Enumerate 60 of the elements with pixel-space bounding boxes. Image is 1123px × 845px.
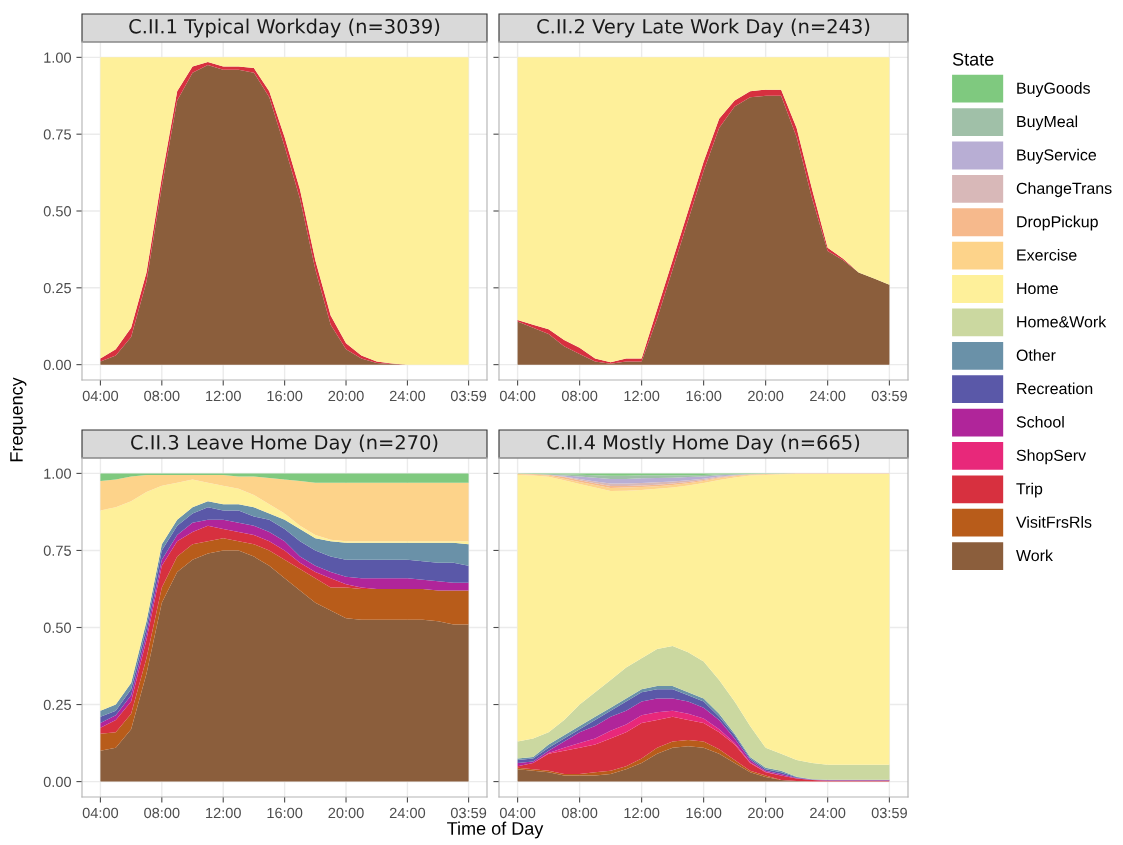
x-tick-label: 08:00 <box>144 390 180 402</box>
x-tick-label: 16:00 <box>686 807 722 819</box>
legend-label: Recreation <box>1017 382 1093 395</box>
y-tick-label: 0.00 <box>43 359 72 371</box>
legend-label: Home <box>1017 282 1058 295</box>
x-tick-label: 20:00 <box>748 390 784 402</box>
chart-title: C.II.1 Typical Workday (n=3039) <box>129 18 440 38</box>
x-tick-label: 12:00 <box>206 390 241 402</box>
legend-label: BuyService <box>1017 148 1097 164</box>
y-tick-label: 0.00 <box>43 776 72 788</box>
y-tick-label: 0.75 <box>43 545 71 556</box>
x-tick-label: 24:00 <box>389 807 426 819</box>
chart-title: C.II.4 Mostly Home Day (n=665) <box>547 434 860 454</box>
x-tick-label: 04:00 <box>82 390 119 402</box>
y-tick-label: 1.00 <box>44 468 72 479</box>
x-tick-label: 08:00 <box>561 807 598 819</box>
legend-label: Home&Work <box>1017 315 1107 328</box>
legend-label: Other <box>1016 349 1056 361</box>
x-tick-label: 24:00 <box>389 390 426 402</box>
legend-label: ShopServ <box>1016 449 1087 465</box>
chart-title: C.II.3 Leave Home Day (n=270) <box>131 434 438 454</box>
legend-label: Trip <box>1016 482 1043 498</box>
legend-label: BuyGoods <box>1017 82 1090 97</box>
x-tick-label: 24:00 <box>810 807 846 819</box>
x-tick-label: 20:00 <box>328 390 364 402</box>
x-tick-label: 24:00 <box>810 390 846 402</box>
legend-label: Work <box>1016 549 1053 562</box>
x-tick-label: 12:00 <box>206 807 241 819</box>
legend-label: Exercise <box>1017 249 1077 261</box>
y-tick-label: 0.25 <box>43 699 71 710</box>
legend-label: School <box>1016 415 1064 428</box>
chart-title: C.II.2 Very Late Work Day (n=243) <box>537 18 870 38</box>
x-tick-label: 04:00 <box>499 390 536 402</box>
legend-label: BuyMeal <box>1017 115 1078 131</box>
x-tick-label: 03:59 <box>450 807 487 819</box>
x-tick-label: 03:59 <box>871 807 907 819</box>
x-tick-label: 04:00 <box>82 807 119 819</box>
x-tick-label: 03:59 <box>871 390 907 402</box>
legend-label: VisitFrsRls <box>1016 516 1092 528</box>
legend-label: ChangeTrans <box>1016 182 1112 198</box>
x-axis-title: Time of Day <box>447 821 544 839</box>
y-tick-label: 1.00 <box>44 52 72 63</box>
x-tick-label: 16:00 <box>267 807 303 819</box>
y-tick-label: 0.75 <box>43 129 71 140</box>
x-tick-label: 08:00 <box>561 390 598 402</box>
x-tick-label: 16:00 <box>686 390 722 402</box>
x-tick-label: 08:00 <box>144 807 180 819</box>
y-tick-label: 0.50 <box>43 206 72 217</box>
x-tick-label: 16:00 <box>267 390 303 402</box>
y-axis-title: Frequency <box>10 377 27 462</box>
x-tick-label: 12:00 <box>624 807 660 819</box>
x-tick-label: 20:00 <box>748 807 784 819</box>
x-tick-label: 12:00 <box>624 390 660 402</box>
y-tick-label: 0.50 <box>43 622 72 633</box>
x-tick-label: 03:59 <box>450 390 487 402</box>
legend-title: State <box>952 52 994 66</box>
x-tick-label: 20:00 <box>328 807 364 819</box>
y-tick-label: 0.25 <box>43 282 71 294</box>
x-tick-label: 04:00 <box>499 807 536 819</box>
legend-label: DropPickup <box>1017 215 1098 231</box>
